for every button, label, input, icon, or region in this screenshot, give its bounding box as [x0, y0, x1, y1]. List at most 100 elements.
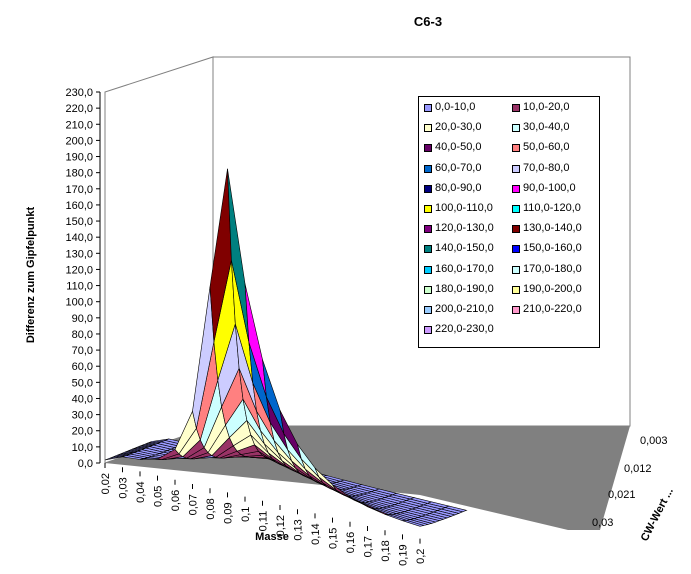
- legend-label: 170,0-180,0: [523, 262, 582, 275]
- z-tick-label: 20,0: [72, 426, 93, 438]
- z-tick-label: 60,0: [72, 361, 93, 373]
- z-tick-label: 170,0: [65, 184, 93, 196]
- legend-swatch: [512, 265, 520, 274]
- legend-label: 140,0-150,0: [435, 242, 494, 255]
- x-tick-label: 0,12: [275, 515, 287, 536]
- legend-swatch: [424, 225, 432, 234]
- x-tick-label: 0,15: [328, 528, 340, 549]
- x-tick-label: 0,08: [205, 498, 217, 519]
- depth-tick-label: 0,03: [592, 517, 613, 529]
- legend-swatch: [512, 205, 520, 213]
- legend-label: 190,0-200,0: [523, 282, 582, 295]
- legend-label: 90,0-100,0: [523, 181, 576, 194]
- z-tick-label: 0,0: [78, 458, 93, 470]
- z-tick-label: 180,0: [65, 168, 93, 180]
- legend-label: 10,0-20,0: [523, 101, 570, 113]
- z-tick-label: 40,0: [72, 393, 93, 405]
- x-tick-label: 0,2: [415, 549, 427, 564]
- z-tick-label: 140,0: [65, 232, 93, 244]
- z-tick-label: 70,0: [72, 345, 93, 357]
- x-tick-label: 0,06: [170, 490, 182, 511]
- legend-label: 30,0-40,0: [523, 121, 570, 134]
- z-tick-label: 100,0: [65, 297, 93, 309]
- legend-label: 110,0-120,0: [523, 202, 581, 214]
- x-tick-label: 0,14: [310, 523, 322, 544]
- x-tick-label: 0,04: [135, 481, 147, 502]
- legend-label: 220,0-230,0: [435, 323, 494, 336]
- legend-swatch: [424, 124, 432, 133]
- z-tick-label: 150,0: [65, 216, 93, 228]
- x-tick-label: 0,02: [100, 473, 112, 494]
- x-tick-label: 0,09: [223, 502, 235, 523]
- legend-swatch: [424, 205, 432, 213]
- x-axis-title: Masse: [255, 531, 289, 543]
- legend-label: 50,0-60,0: [523, 141, 570, 154]
- legend-swatch: [512, 144, 520, 153]
- legend-swatch: [424, 326, 432, 335]
- legend-swatch: [512, 225, 520, 234]
- x-tick-label: 0,18: [380, 540, 392, 561]
- legend-swatch: [424, 245, 432, 254]
- x-axis-ticks: 0,02 0,03 0,04 0,05 0,06 0,07 0,08 0,09 0,1 0,11 0…: [100, 463, 427, 566]
- legend-label: 70,0-80,0: [523, 161, 570, 174]
- x-tick-label: 0,1: [240, 507, 252, 522]
- legend-label: 130,0-140,0: [523, 222, 582, 235]
- z-tick-label: 130,0: [65, 248, 93, 260]
- z-tick-label: 50,0: [72, 377, 93, 389]
- legend-label: 80,0-90,0: [435, 181, 482, 194]
- x-tick-label: 0,16: [345, 532, 357, 553]
- legend-label: 180,0-190,0: [435, 282, 494, 295]
- legend-swatch: [424, 104, 432, 112]
- surface-cell: [402, 519, 424, 527]
- z-tick-label: 210,0: [65, 119, 93, 131]
- z-tick-label: 120,0: [65, 264, 93, 276]
- legend-swatch: [512, 285, 520, 294]
- legend-swatch: [424, 265, 432, 274]
- x-tick-label: 0,17: [363, 536, 375, 557]
- legend-swatch: [512, 164, 520, 173]
- legend-label: 200,0-210,0: [435, 303, 494, 315]
- legend-label: 160,0-170,0: [435, 262, 494, 275]
- z-tick-label: 10,0: [72, 442, 93, 454]
- x-tick-label: 0,13: [293, 519, 305, 540]
- y-axis-title: Differenz zum Gipfelpunkt: [25, 207, 37, 344]
- x-tick-label: 0,03: [118, 477, 130, 498]
- z-tick-label: 230,0: [65, 87, 93, 99]
- legend-label: 150,0-160,0: [523, 242, 582, 255]
- x-tick-label: 0,19: [398, 544, 410, 565]
- depth-tick-label: 0,003: [640, 435, 668, 447]
- z-tick-label: 80,0: [72, 329, 93, 341]
- legend: 0,0-10,0 10,0-20,0 20,0-30,0 30,0-40,0 40,0-…: [418, 96, 600, 348]
- z-tick-label: 200,0: [65, 135, 93, 147]
- z-tick-label: 110,0: [66, 281, 93, 293]
- legend-swatch: [512, 104, 520, 112]
- legend-swatch: [424, 184, 432, 193]
- z-tick-label: 220,0: [65, 103, 93, 115]
- legend-label: 40,0-50,0: [435, 141, 482, 154]
- legend-label: 0,0-10,0: [435, 101, 476, 113]
- z-tick-label: 30,0: [72, 410, 93, 422]
- depth-axis-title: CW-Wert ...: [639, 486, 676, 543]
- legend-swatch: [512, 184, 520, 193]
- z-tick-label: 160,0: [65, 200, 93, 212]
- chart-title: C6-3: [414, 14, 442, 29]
- legend-swatch: [424, 164, 432, 173]
- legend-swatch: [512, 245, 520, 254]
- depth-axis-ticks: 0,003 0,012 0,021 0,03: [592, 435, 668, 529]
- legend-swatch: [424, 306, 432, 314]
- legend-label: 100,0-110,0: [435, 202, 493, 214]
- legend-label: 20,0-30,0: [435, 121, 482, 134]
- z-axis-ticks: 0,0 10,0 20,0 30,0 40,0 50,0 60,0 70,0 80,0 90,0 1…: [65, 87, 101, 470]
- legend-swatch: [512, 124, 520, 133]
- x-tick-label: 0,11: [258, 511, 270, 532]
- legend-label: 120,0-130,0: [435, 222, 494, 235]
- z-tick-label: 190,0: [65, 152, 93, 164]
- depth-tick-label: 0,021: [608, 489, 636, 501]
- legend-swatch: [512, 306, 520, 314]
- legend-label: 210,0-220,0: [523, 303, 582, 315]
- legend-label: 60,0-70,0: [435, 161, 482, 174]
- depth-tick-label: 0,012: [624, 463, 652, 475]
- legend-swatch: [424, 285, 432, 294]
- surface-plot: [104, 168, 468, 527]
